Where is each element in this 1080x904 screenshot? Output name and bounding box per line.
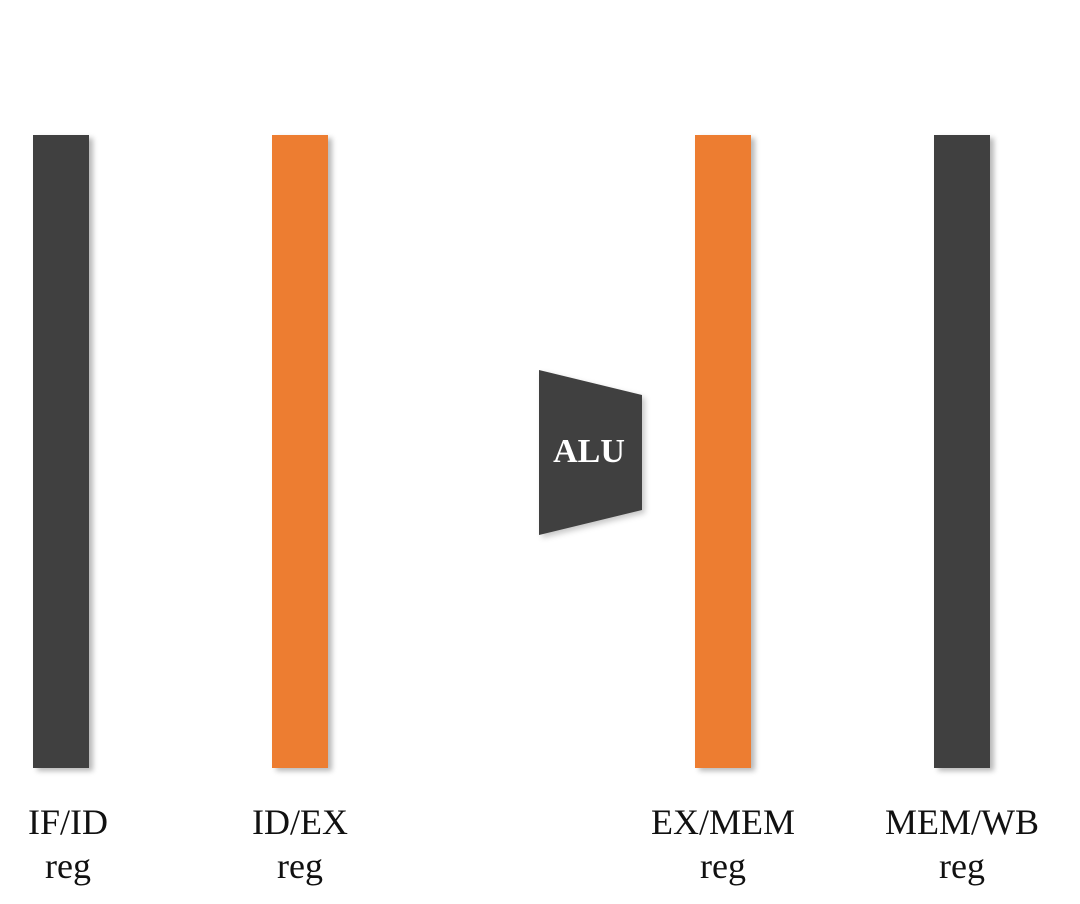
- register-sub: reg: [700, 846, 746, 886]
- register-sub: reg: [277, 846, 323, 886]
- if-id-register-bar: [33, 135, 89, 768]
- alu-label: ALU: [553, 433, 625, 470]
- register-name: MEM/WB: [884, 802, 1039, 842]
- mem-wb-register-label: MEM/WB reg: [852, 800, 1072, 888]
- id-ex-register-label: ID/EX reg: [190, 800, 410, 888]
- register-name: IF/ID: [28, 802, 108, 842]
- ex-mem-register-bar: [695, 135, 751, 768]
- register-name: ID/EX: [252, 802, 348, 842]
- register-sub: reg: [939, 846, 985, 886]
- register-name: EX/MEM: [651, 802, 795, 842]
- if-id-register-label: IF/ID reg: [0, 800, 178, 888]
- id-ex-register-bar: [272, 135, 328, 768]
- register-sub: reg: [45, 846, 91, 886]
- mem-wb-register-bar: [934, 135, 990, 768]
- ex-mem-register-label: EX/MEM reg: [613, 800, 833, 888]
- alu-shape: [539, 370, 642, 535]
